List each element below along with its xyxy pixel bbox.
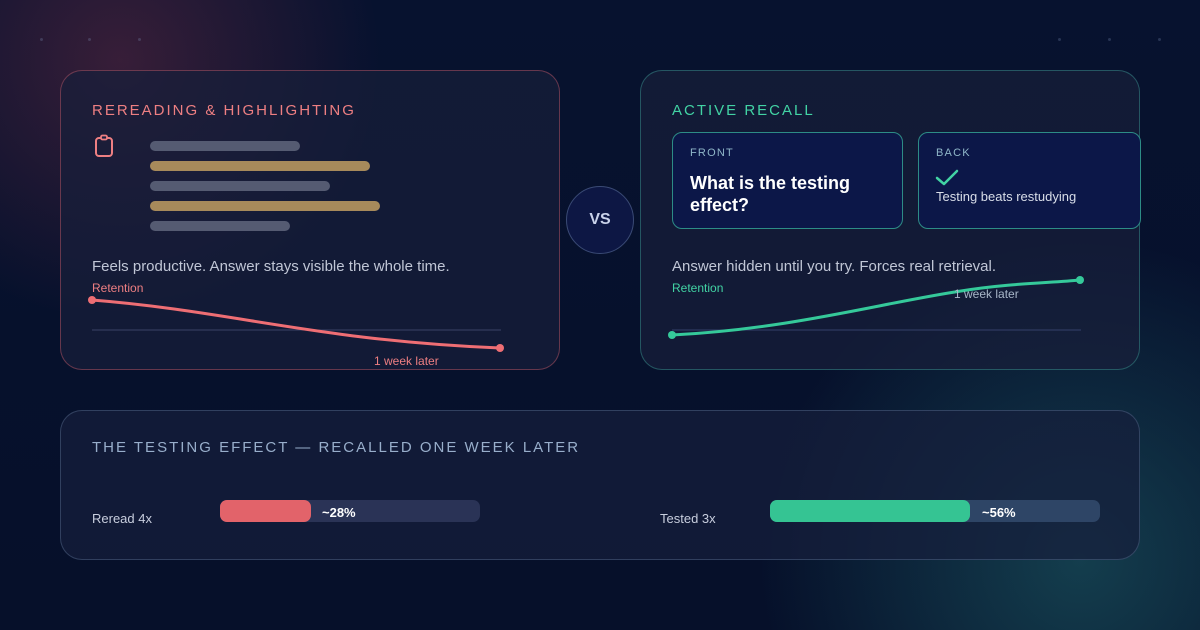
background-dot [138,38,141,41]
background-dot [1158,38,1161,41]
active-recall-description: Answer hidden until you try. Forces real… [672,258,997,275]
curve-end-point [496,344,504,352]
reread-bar-value: ~28% [322,505,356,520]
week-later-label: 1 week later [954,287,1019,301]
flashcard-front: FRONT What is the testing effect? [672,132,903,229]
rising-curve [671,278,1081,337]
tested-bar-track [770,500,1100,522]
highlighted-line [150,161,370,171]
reread-bar-label: Reread 4x [92,511,152,526]
text-line [150,141,300,151]
clipboard-icon [95,134,113,157]
retention-curve-rising [668,276,1084,339]
rereading-description: Feels productive. Answer stays visible t… [92,258,450,275]
background-dot [88,38,91,41]
reread-bar-fill [220,500,311,522]
curve-start-point [88,296,96,304]
back-answer: Testing beats restudying [936,189,1077,204]
reread-bar-track [220,500,480,522]
tested-bar-value: ~56% [982,505,1016,520]
highlighted-line [150,201,380,211]
rereading-card: REREADING & HIGHLIGHTING Feels productiv… [60,70,560,370]
retention-label: Retention [672,281,724,295]
retention-label: Retention [92,281,144,295]
text-line [150,221,290,231]
curve-start-point [668,331,676,339]
summary-title: THE TESTING EFFECT — RECALLED ONE WEEK L… [92,439,581,456]
background-dot [40,38,43,41]
back-label: BACK [936,147,971,159]
curve-end-point [1076,276,1084,284]
flashcard-back: BACK Testing beats restudying [918,132,1141,229]
active-recall-title: ACTIVE RECALL [672,102,815,119]
tested-bar-label: Tested 3x [660,511,716,526]
vs-badge: VS [566,186,634,254]
front-question: What is the testing effect? [690,173,851,215]
active-recall-card: ACTIVE RECALL FRONT What is the testing … [640,70,1141,370]
week-later-label: 1 week later [374,354,439,368]
text-line [150,181,330,191]
falling-curve [91,298,501,350]
testing-effect-summary: THE TESTING EFFECT — RECALLED ONE WEEK L… [60,410,1140,560]
front-label: FRONT [690,147,734,159]
rereading-title: REREADING & HIGHLIGHTING [92,102,356,119]
retention-curve-falling [88,296,504,352]
background-dot [1058,38,1061,41]
checkmark-icon [935,169,959,186]
tested-bar-fill [770,500,970,522]
background-dot [1108,38,1111,41]
